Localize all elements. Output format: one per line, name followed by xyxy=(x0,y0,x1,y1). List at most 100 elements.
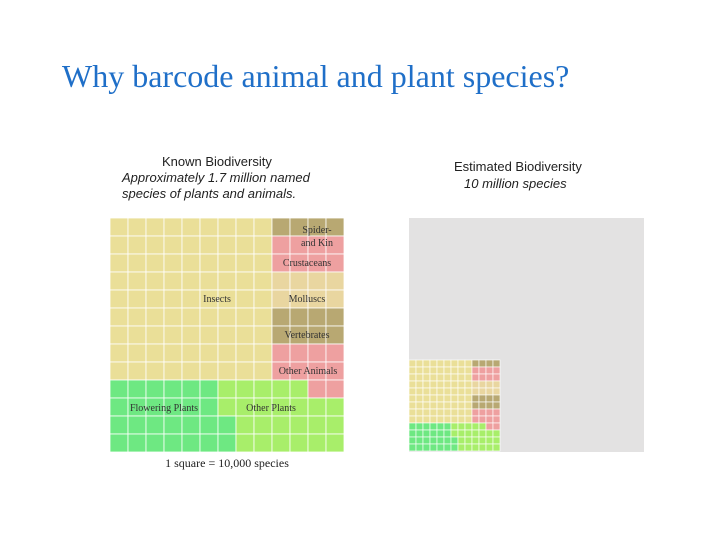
known-grid-square-3-6 xyxy=(217,271,237,291)
estimated-grid-square-7-10 xyxy=(478,408,487,417)
known-grid-square-0-2 xyxy=(145,217,165,237)
estimated-grid-square-3-0 xyxy=(408,380,417,389)
label-other-animals: Other Animals xyxy=(279,366,338,377)
estimated-grid-square-5-2 xyxy=(422,394,431,403)
known-grid-square-10-5 xyxy=(199,397,219,417)
known-grid-square-6-7 xyxy=(235,325,255,345)
known-grid-square-0-5 xyxy=(199,217,219,237)
known-grid-square-5-2 xyxy=(145,307,165,327)
estimated-grid-square-1-8 xyxy=(464,366,473,375)
known-grid-square-7-3 xyxy=(163,343,183,363)
estimated-grid-square-2-5 xyxy=(443,373,452,382)
known-grid-square-11-10 xyxy=(289,415,309,435)
known-grid-square-12-10 xyxy=(289,433,309,453)
known-grid-square-12-8 xyxy=(253,433,273,453)
known-grid-square-8-4 xyxy=(181,361,201,381)
known-grid-square-11-9 xyxy=(271,415,291,435)
estimated-grid-square-7-8 xyxy=(464,408,473,417)
estimated-grid-square-12-1 xyxy=(415,443,424,452)
estimated-grid-square-6-9 xyxy=(471,401,480,410)
estimated-grid-square-7-1 xyxy=(415,408,424,417)
estimated-grid-square-4-12 xyxy=(492,387,501,396)
known-grid-square-4-0 xyxy=(109,289,129,309)
known-grid-square-11-5 xyxy=(199,415,219,435)
estimated-grid-square-6-5 xyxy=(443,401,452,410)
estimated-grid-square-11-12 xyxy=(492,436,501,445)
estimated-grid-square-11-2 xyxy=(422,436,431,445)
estimated-grid-square-12-6 xyxy=(450,443,459,452)
estimated-grid-square-2-11 xyxy=(485,373,494,382)
estimated-grid-square-9-7 xyxy=(457,422,466,431)
estimated-grid-square-0-12 xyxy=(492,359,501,368)
known-grid-square-7-0 xyxy=(109,343,129,363)
known-grid-square-1-7 xyxy=(235,235,255,255)
estimated-grid-square-7-4 xyxy=(436,408,445,417)
estimated-grid-square-1-3 xyxy=(429,366,438,375)
legend-caption: 1 square = 10,000 species xyxy=(165,456,289,470)
estimated-biodiversity-subtitle: 10 million species xyxy=(464,176,567,191)
estimated-grid-square-4-6 xyxy=(450,387,459,396)
estimated-grid-square-9-9 xyxy=(471,422,480,431)
estimated-biodiversity-title: Estimated Biodiversity xyxy=(454,159,582,174)
estimated-grid-square-0-6 xyxy=(450,359,459,368)
estimated-grid-square-5-7 xyxy=(457,394,466,403)
estimated-grid-square-8-9 xyxy=(471,415,480,424)
estimated-grid-square-8-8 xyxy=(464,415,473,424)
estimated-grid-square-2-10 xyxy=(478,373,487,382)
estimated-grid-square-4-0 xyxy=(408,387,417,396)
known-biodiversity-grid xyxy=(109,217,345,453)
known-grid-square-1-5 xyxy=(199,235,219,255)
estimated-grid-square-1-5 xyxy=(443,366,452,375)
estimated-grid-square-3-9 xyxy=(471,380,480,389)
known-grid-square-12-6 xyxy=(217,433,237,453)
known-grid-square-11-12 xyxy=(325,415,345,435)
known-grid-square-1-1 xyxy=(127,235,147,255)
known-grid-square-5-12 xyxy=(325,307,345,327)
estimated-grid-square-12-0 xyxy=(408,443,417,452)
known-grid-square-3-2 xyxy=(145,271,165,291)
known-grid-square-3-7 xyxy=(235,271,255,291)
estimated-grid-square-9-6 xyxy=(450,422,459,431)
estimated-grid-square-5-5 xyxy=(443,394,452,403)
known-grid-square-7-7 xyxy=(235,343,255,363)
estimated-grid-square-7-5 xyxy=(443,408,452,417)
estimated-grid-square-3-7 xyxy=(457,380,466,389)
known-grid-square-11-0 xyxy=(109,415,129,435)
known-grid-square-4-1 xyxy=(127,289,147,309)
known-grid-square-12-1 xyxy=(127,433,147,453)
estimated-grid-square-5-1 xyxy=(415,394,424,403)
estimated-grid-square-5-11 xyxy=(485,394,494,403)
estimated-grid-square-3-4 xyxy=(436,380,445,389)
estimated-grid-square-11-5 xyxy=(443,436,452,445)
estimated-grid-square-3-10 xyxy=(478,380,487,389)
known-grid-square-8-5 xyxy=(199,361,219,381)
known-grid-square-8-6 xyxy=(217,361,237,381)
estimated-grid-square-8-11 xyxy=(485,415,494,424)
estimated-grid-square-2-1 xyxy=(415,373,424,382)
known-grid-square-6-2 xyxy=(145,325,165,345)
estimated-grid-square-9-11 xyxy=(485,422,494,431)
known-grid-square-6-6 xyxy=(217,325,237,345)
known-grid-square-4-7 xyxy=(235,289,255,309)
label-vertebrates: Vertebrates xyxy=(285,330,330,341)
known-grid-square-0-4 xyxy=(181,217,201,237)
label-molluscs: Molluscs xyxy=(289,294,326,305)
known-grid-square-11-8 xyxy=(253,415,273,435)
estimated-grid-square-7-0 xyxy=(408,408,417,417)
estimated-grid-square-3-3 xyxy=(429,380,438,389)
known-grid-square-11-3 xyxy=(163,415,183,435)
known-grid-square-9-12 xyxy=(325,379,345,399)
estimated-grid-square-10-9 xyxy=(471,429,480,438)
known-grid-square-2-3 xyxy=(163,253,183,273)
known-grid-square-7-11 xyxy=(307,343,327,363)
known-grid-square-5-7 xyxy=(235,307,255,327)
estimated-grid-square-9-12 xyxy=(492,422,501,431)
estimated-grid-square-7-2 xyxy=(422,408,431,417)
known-grid-square-10-6 xyxy=(217,397,237,417)
known-grid-square-4-12 xyxy=(325,289,345,309)
estimated-grid-square-9-0 xyxy=(408,422,417,431)
known-grid-square-5-8 xyxy=(253,307,273,327)
known-grid-square-4-3 xyxy=(163,289,183,309)
known-grid-square-5-6 xyxy=(217,307,237,327)
estimated-grid-square-12-9 xyxy=(471,443,480,452)
